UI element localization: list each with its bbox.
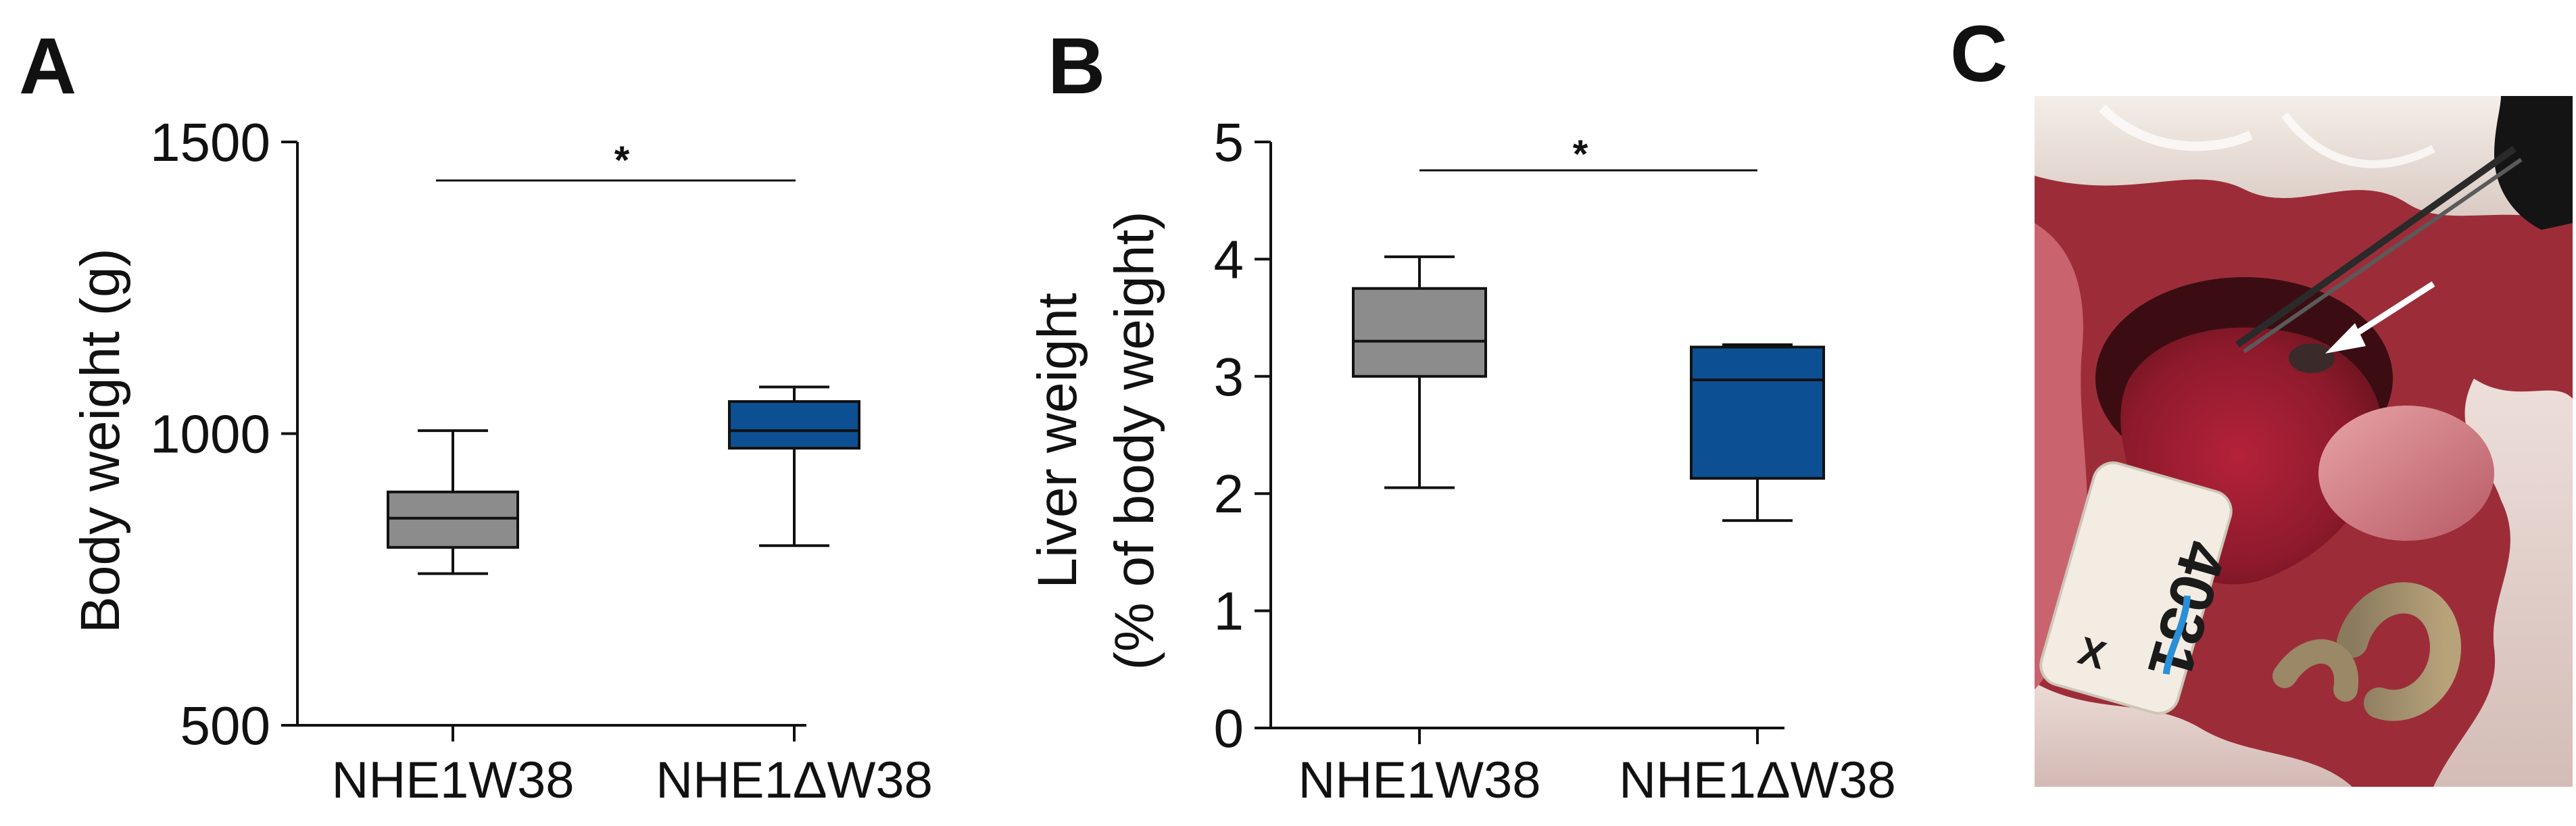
glove xyxy=(2494,96,2573,230)
wing-tag-body xyxy=(2039,461,2233,715)
panel-a-box-1 xyxy=(387,429,519,575)
panel-b: B Liver weight (% of body weight) 0 1 2 3 4 5… xyxy=(1027,22,1896,809)
panel-b-y-axis-title-line2: (% of body weight) xyxy=(1104,211,1165,670)
panel-a-x-tick-label: NHE1ΔW38 xyxy=(656,752,933,809)
panel-a-y-tick-label: 500 xyxy=(180,696,270,756)
arrow-head xyxy=(2325,323,2366,354)
panel-a-y-axis-title: Body weight (g) xyxy=(70,248,131,633)
panel-b-x-tick-label: NHE1W38 xyxy=(1298,752,1541,809)
panel-a-iqr-box xyxy=(387,490,519,549)
panel-a-y-tick-label: 1000 xyxy=(150,404,270,464)
panel-b-y-tick-label: 5 xyxy=(1214,112,1244,172)
panel-b-iqr-box xyxy=(1352,287,1487,378)
wing-tag-pen-mark xyxy=(2162,596,2191,675)
panel-b-x-ticks: NHE1W38 NHE1ΔW38 xyxy=(1298,728,1896,809)
panel-b-y-tick-label: 2 xyxy=(1214,464,1244,524)
feathers-right xyxy=(2433,379,2573,787)
gizzard xyxy=(2318,406,2494,541)
panel-a-x-tick-label: NHE1W38 xyxy=(332,752,575,809)
intestine xyxy=(2337,582,2461,721)
panel-a-box-2 xyxy=(728,385,860,548)
panel-b-y-ticks: 0 1 2 3 4 5 xyxy=(1214,112,1271,758)
panel-a-significance-star: * xyxy=(614,139,630,183)
feathers-bottom xyxy=(2035,683,2352,787)
feather-strand xyxy=(2099,105,2253,151)
gall-bladder xyxy=(2289,343,2335,373)
panel-b-y-axis-title-line1: Liver weight xyxy=(1027,293,1088,589)
panel-b-significance-star: * xyxy=(1573,132,1588,176)
panel-c-letter: C xyxy=(1950,9,2008,99)
panel-a-iqr-box xyxy=(728,400,860,450)
panel-b-y-tick-label: 1 xyxy=(1214,581,1244,641)
panel-b-letter: B xyxy=(1048,22,1105,111)
panel-a-letter: A xyxy=(19,22,76,111)
panel-b-y-tick-label: 0 xyxy=(1214,698,1244,758)
panel-b-y-tick-label: 3 xyxy=(1214,347,1244,407)
wing-tag: 4031 X xyxy=(2039,461,2239,715)
panel-a-boxes xyxy=(387,385,860,575)
dissection-photo: 4031 X xyxy=(2035,96,2573,787)
panel-b-iqr-box xyxy=(1690,345,1825,480)
panel-b-box-2 xyxy=(1690,343,1825,523)
panel-b-boxes xyxy=(1352,255,1825,523)
panel-a-y-ticks: 500 1000 1500 xyxy=(150,112,297,756)
forceps-blade xyxy=(2243,157,2523,354)
feathers-top xyxy=(2035,96,2573,223)
feather-strand xyxy=(2281,112,2435,168)
intestine-loop xyxy=(2273,639,2359,702)
panel-b-box-1 xyxy=(1352,255,1487,489)
panel-b-x-tick-label: NHE1ΔW38 xyxy=(1619,752,1896,809)
forceps-blade xyxy=(2235,145,2517,348)
panel-a-y-tick-label: 1500 xyxy=(150,112,270,172)
panel-b-y-tick-label: 4 xyxy=(1214,229,1244,289)
panel-a-x-ticks: NHE1W38 NHE1ΔW38 xyxy=(332,725,933,809)
panel-c: C xyxy=(1950,9,2573,787)
